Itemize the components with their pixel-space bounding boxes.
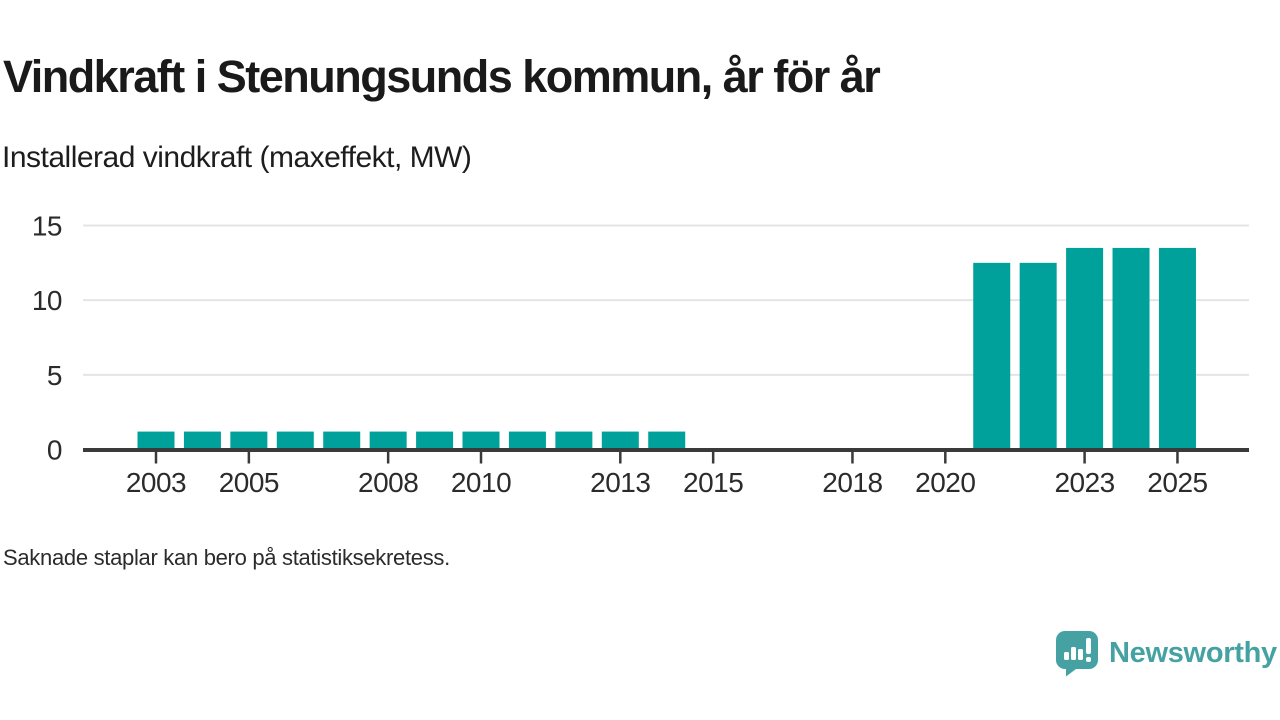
bar-2012 — [555, 431, 593, 450]
bar-2023 — [1066, 247, 1104, 450]
bar-2011 — [508, 431, 546, 450]
bar-2025 — [1158, 247, 1196, 450]
bar-2013 — [601, 431, 639, 450]
bar-2009 — [416, 431, 454, 450]
y-tick-label-0: 0 — [47, 435, 62, 466]
bar-2014 — [648, 431, 686, 450]
wind-power-bar-chart: 2003 2005 2008 2010 2013 2015 2018 2020 2023 2025… — [32, 211, 1249, 498]
bar-2007 — [323, 431, 361, 450]
bar-chart-speech-bubble-icon — [1056, 631, 1098, 677]
x-tick-label-2023: 2023 — [1054, 467, 1114, 498]
x-tick-label-2013: 2013 — [590, 467, 650, 498]
bar-2005 — [230, 431, 268, 450]
y-tick-label-15: 15 — [32, 211, 62, 242]
newsworthy-logo: Newsworthy — [1055, 630, 1277, 677]
bar-2021 — [973, 262, 1011, 450]
bar-2024 — [1112, 247, 1150, 450]
x-tick-label-2008: 2008 — [358, 467, 418, 498]
chart-subtitle: Installerad vindkraft (maxeffekt, MW) — [2, 141, 472, 174]
x-tick-label-2015: 2015 — [683, 467, 743, 498]
x-tick-label-2005: 2005 — [219, 467, 279, 498]
y-tick-label-5: 5 — [47, 360, 62, 391]
x-tick-label-2010: 2010 — [451, 467, 511, 498]
bar-2008 — [369, 431, 407, 450]
x-tick-label-2003: 2003 — [126, 467, 186, 498]
bar-2010 — [462, 431, 500, 450]
bar-2004 — [183, 431, 221, 450]
bar-2003 — [137, 431, 175, 450]
x-tick-label-2018: 2018 — [822, 467, 882, 498]
chart-footnote: Saknade staplar kan bero på statistiksek… — [3, 545, 450, 570]
x-tick-label-2020: 2020 — [915, 467, 975, 498]
bar-2006 — [276, 431, 314, 450]
bar-2022 — [1019, 262, 1057, 450]
newsworthy-logo-text: Newsworthy — [1109, 637, 1277, 669]
y-tick-label-10: 10 — [32, 285, 62, 316]
chart-title: Vindkraft i Stenungsunds kommun, år för … — [3, 51, 881, 102]
x-tick-label-2025: 2025 — [1147, 467, 1207, 498]
